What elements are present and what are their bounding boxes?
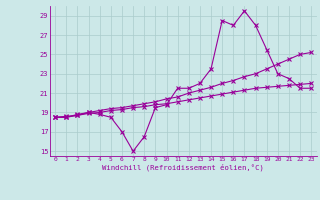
X-axis label: Windchill (Refroidissement éolien,°C): Windchill (Refroidissement éolien,°C) [102,164,264,171]
